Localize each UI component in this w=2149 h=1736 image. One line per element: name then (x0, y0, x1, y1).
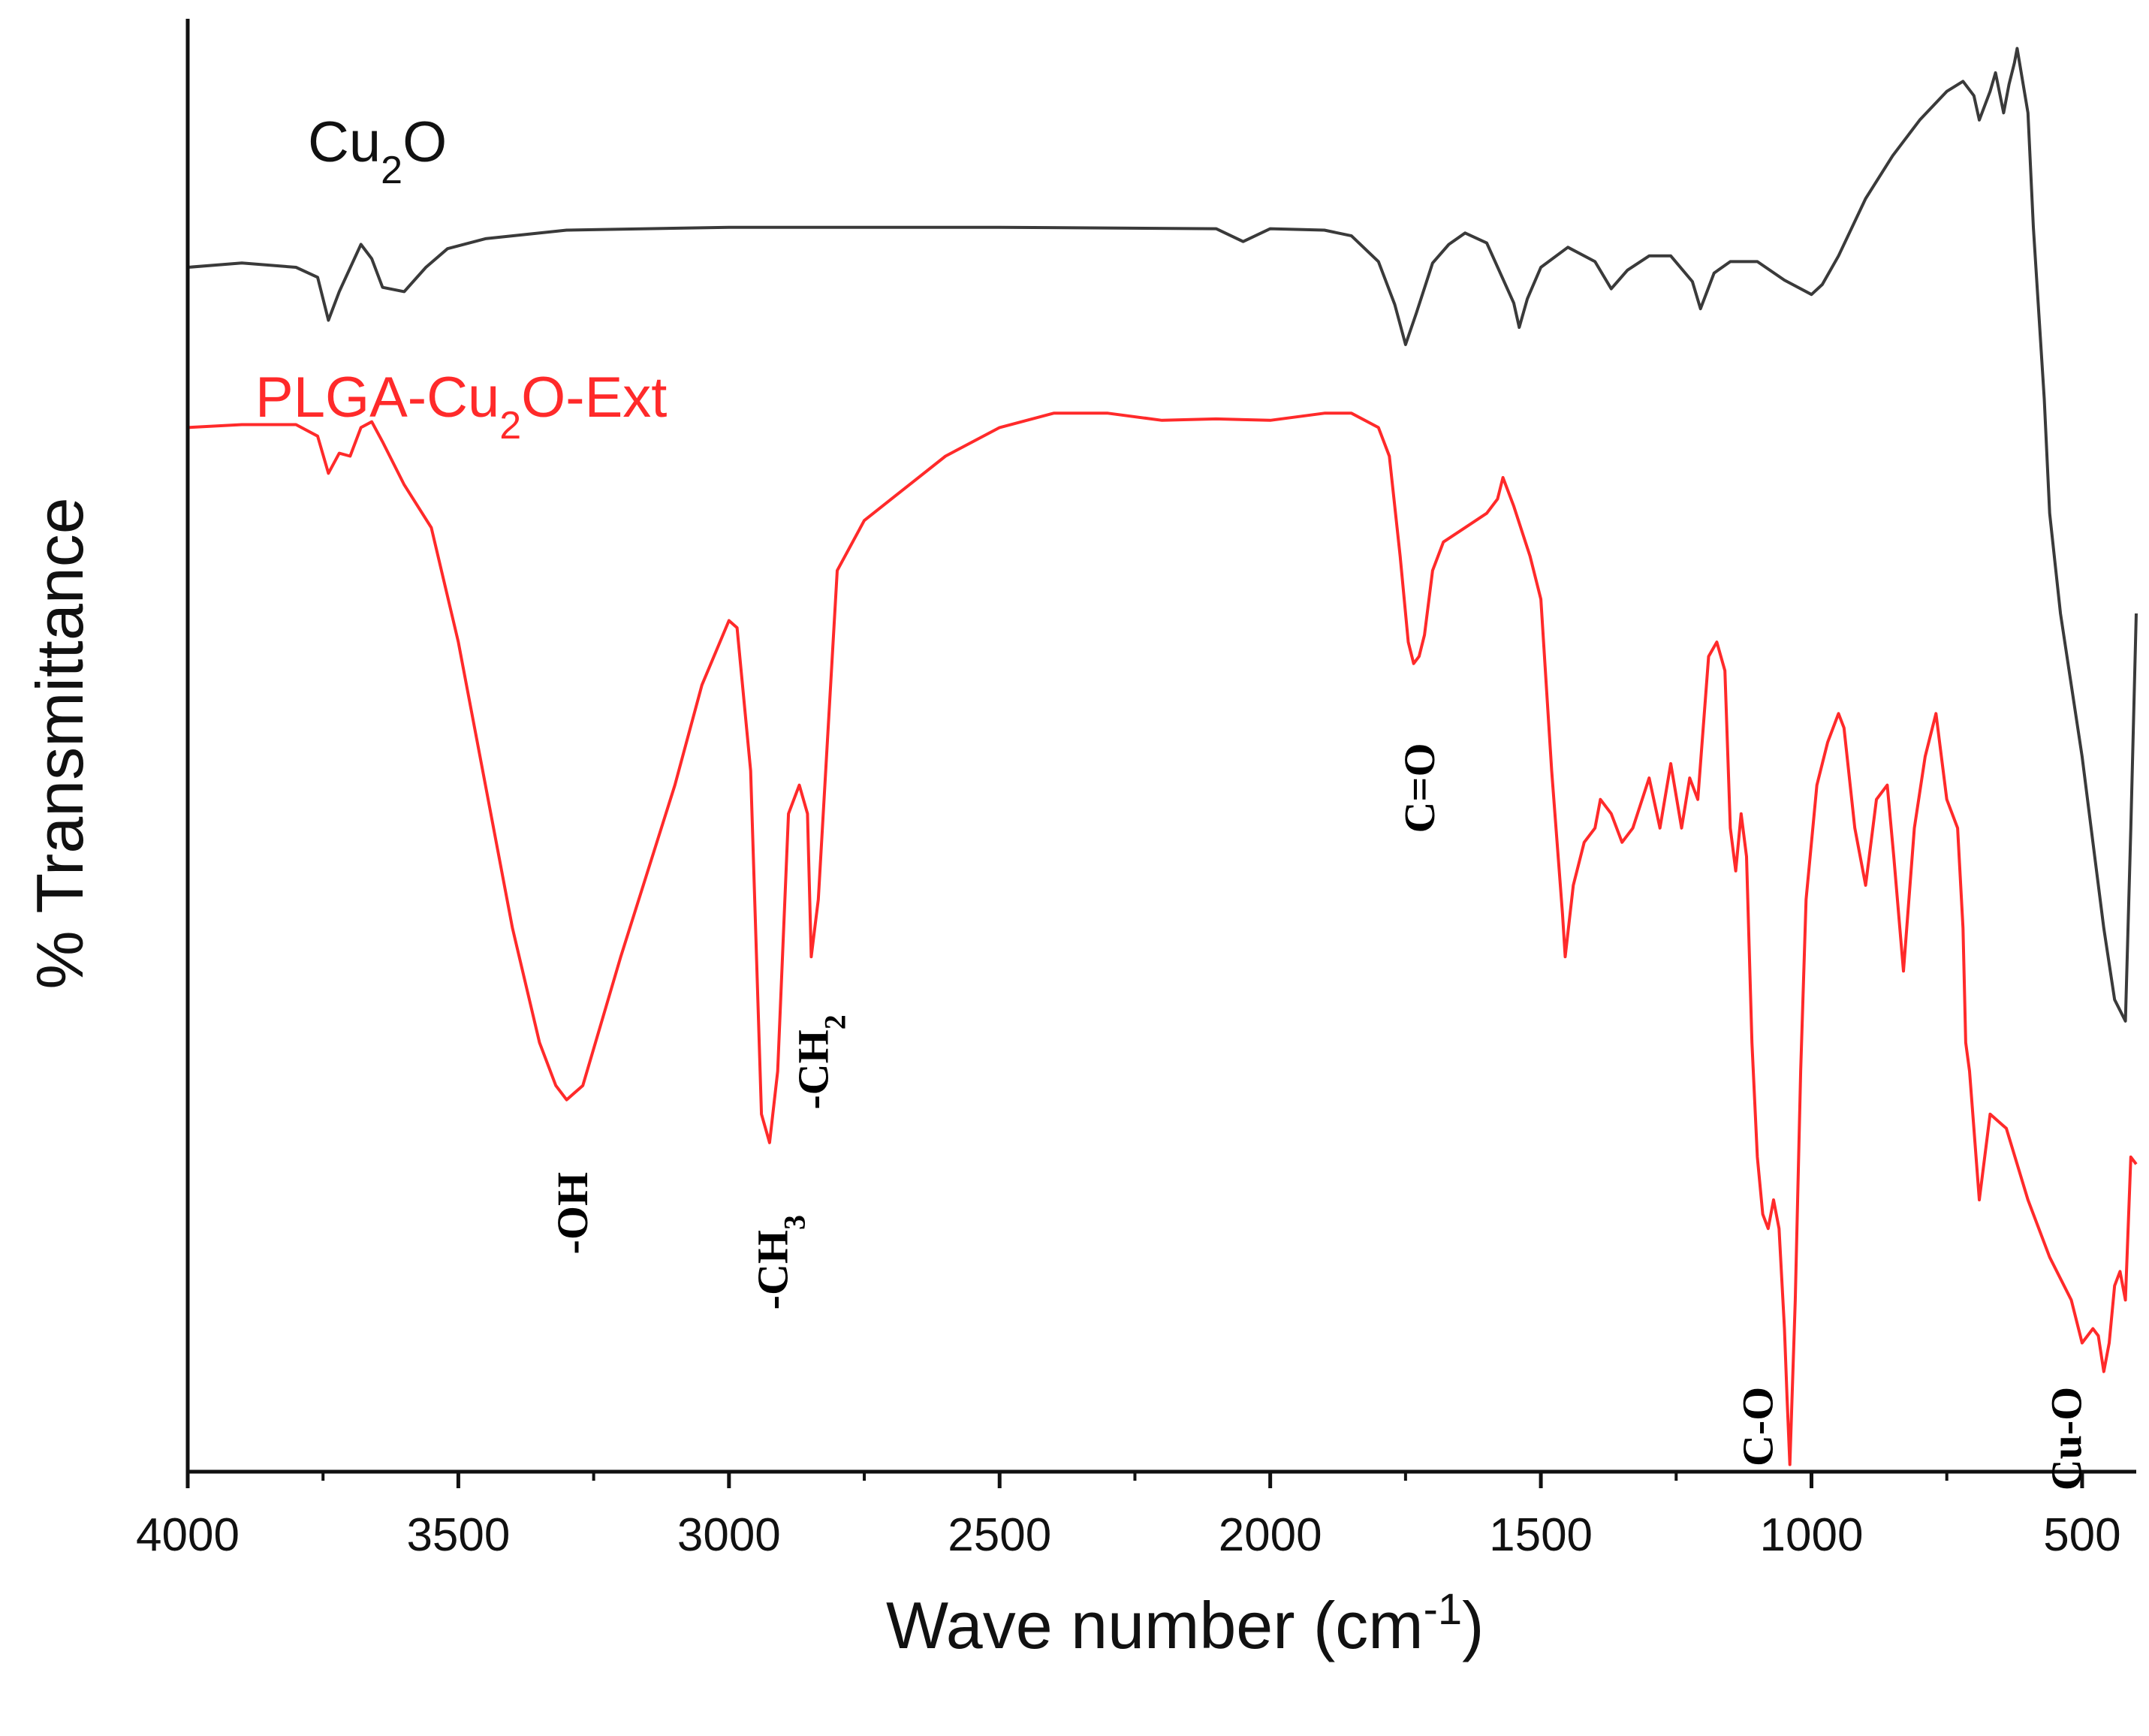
x-axis-title-main: Wave number (cm (886, 1588, 1424, 1662)
series-label-cu2o-end: O (402, 110, 447, 174)
y-axis-title: % Transmittance (23, 497, 97, 989)
peak-annotation-subscript: 3 (777, 1215, 811, 1230)
peak-annotation: -OH (548, 1172, 597, 1255)
peak-annotation-text: -OH (548, 1172, 597, 1255)
x-tick-label: 3000 (677, 1509, 781, 1561)
peak-annotation-text: -CH (749, 1230, 797, 1310)
peak-annotation-subscript: 2 (818, 1014, 851, 1029)
x-tick-label: 3500 (406, 1509, 510, 1561)
x-tick-layer: 4000 3500 3000 2500 2000 1500 1000 500 (136, 1472, 2121, 1561)
x-tick-label: 2000 (1219, 1509, 1322, 1561)
peak-annotation: -CH3 (749, 1215, 812, 1310)
peak-annotation-text: -CH (789, 1029, 838, 1109)
x-axis-title-end: ) (1462, 1588, 1484, 1662)
series-label-plga-main: PLGA-Cu (255, 366, 499, 429)
peak-annotation-text: C=O (1395, 743, 1444, 833)
series-label-plga-sub: 2 (499, 404, 521, 448)
series-line-plga-cu2o-ext (187, 411, 2138, 1466)
peak-annotation-text: C-O (1733, 1387, 1782, 1466)
peak-annotation-text: Cu-O (2042, 1387, 2090, 1491)
series-label-cu2o: Cu2O (308, 110, 447, 192)
series-line-cu2o (187, 47, 2138, 1023)
series-label-plga-end: O-Ext (521, 366, 667, 429)
peak-annotation: C-O (1733, 1387, 1782, 1466)
x-tick-label: 1000 (1760, 1509, 1864, 1561)
x-tick-label: 2500 (948, 1509, 1051, 1561)
x-tick-label: 4000 (136, 1509, 240, 1561)
peak-annotation: C=O (1395, 743, 1444, 833)
peak-annotation: Cu-O (2042, 1387, 2090, 1491)
series-label-plga: PLGA-Cu2O-Ext (255, 366, 667, 448)
series-label-cu2o-sub: 2 (381, 149, 402, 192)
x-tick-label: 1500 (1489, 1509, 1593, 1561)
series-layer (187, 47, 2138, 1466)
series-label-cu2o-main: Cu (308, 110, 381, 174)
peak-annotation: -CH2 (789, 1014, 852, 1109)
x-tick-label: 500 (2043, 1509, 2120, 1561)
x-axis-title: Wave number (cm-1) (886, 1585, 1484, 1663)
x-axis-title-sup: -1 (1424, 1585, 1463, 1634)
